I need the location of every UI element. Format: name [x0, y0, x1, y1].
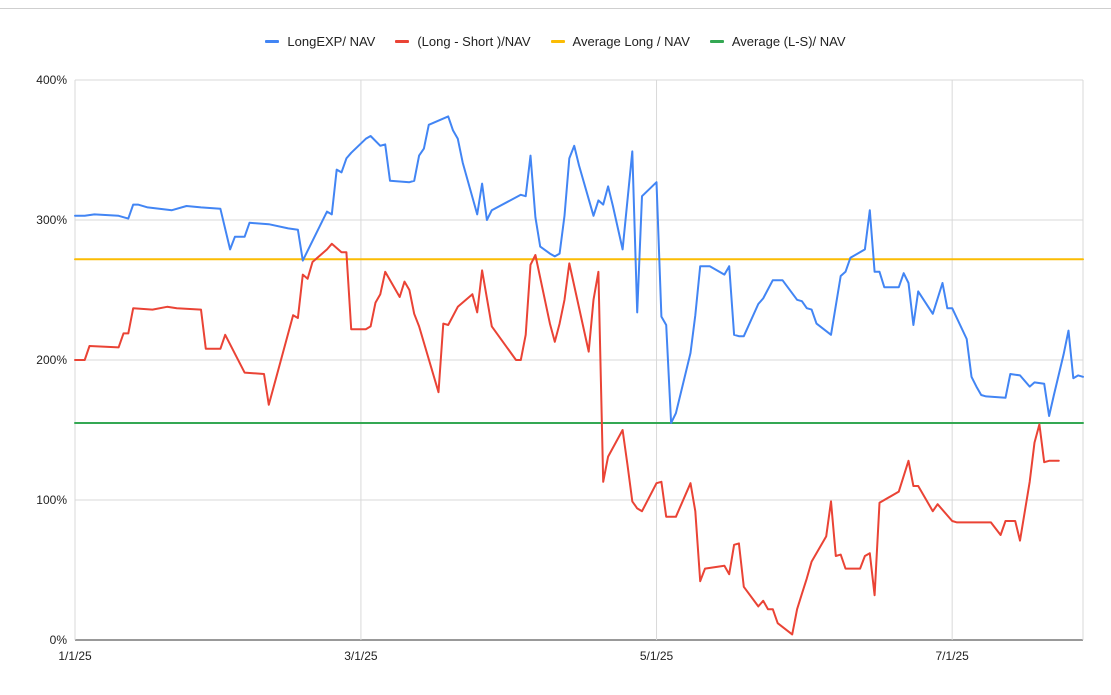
- x-tick-label: 1/1/25: [58, 649, 92, 663]
- legend-label-long-exp: LongEXP/ NAV: [287, 34, 376, 49]
- legend-item-average-ls[interactable]: Average (L-S)/ NAV: [709, 34, 846, 49]
- top-divider: [0, 0, 1111, 9]
- chart-grid: [74, 79, 1084, 641]
- legend-swatch-long-exp: [265, 40, 280, 43]
- legend-item-long-short[interactable]: (Long - Short )/NAV: [395, 34, 531, 49]
- legend-label-long-short: (Long - Short )/NAV: [417, 34, 531, 49]
- legend-label-average-long: Average Long / NAV: [572, 34, 690, 49]
- series-line-0: [74, 115, 1084, 424]
- series-line-1: [74, 242, 1060, 636]
- x-tick-label: 3/1/25: [344, 649, 378, 663]
- y-tick-label: 0%: [50, 633, 68, 647]
- x-tick-label: 7/1/25: [935, 649, 969, 663]
- legend-item-long-exp[interactable]: LongEXP/ NAV: [265, 34, 375, 49]
- legend-swatch-long-short: [395, 40, 410, 43]
- legend-swatch-average-ls: [709, 40, 724, 43]
- y-tick-label: 100%: [36, 493, 67, 507]
- chart-axes: 0% 100% 200% 300% 400% 1/1/25 3/1/25 5/1/25 7/1/…: [36, 73, 969, 663]
- chart-series: [74, 115, 1084, 636]
- y-tick-label: 300%: [36, 213, 67, 227]
- legend-label-average-ls: Average (L-S)/ NAV: [731, 34, 846, 49]
- y-tick-label: 400%: [36, 73, 67, 87]
- y-tick-label: 200%: [36, 353, 67, 367]
- legend-item-average-long[interactable]: Average Long / NAV: [550, 34, 690, 49]
- legend-swatch-average-long: [550, 40, 565, 43]
- x-tick-label: 5/1/25: [640, 649, 674, 663]
- chart-legend: LongEXP/ NAV (Long - Short )/NAV Average…: [0, 34, 1111, 49]
